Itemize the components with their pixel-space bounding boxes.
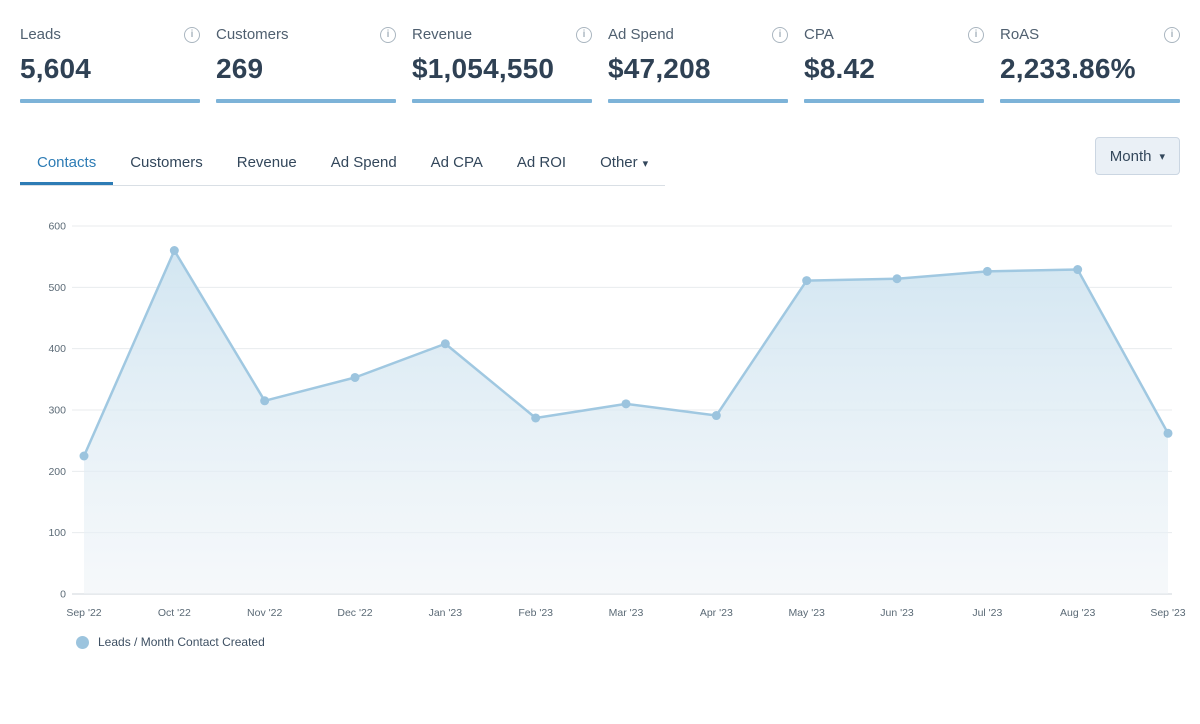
tab-customers[interactable]: Customers [113, 143, 220, 185]
dashboard: Leads i 5,604 Customers i 269 Revenue i … [0, 0, 1200, 650]
kpi-underline [412, 99, 592, 103]
kpi-value: $8.42 [804, 53, 876, 84]
svg-text:200: 200 [48, 466, 66, 478]
tab-ad-spend[interactable]: Ad Spend [314, 143, 414, 185]
kpi-card-leads: Leads i 5,604 [20, 26, 200, 103]
kpi-card-customers: Customers i 269 [216, 26, 396, 103]
kpi-value: $47,208 [608, 53, 711, 84]
kpi-underline [804, 99, 984, 103]
tab-label: Revenue [236, 154, 297, 171]
tab-ad-cpa[interactable]: Ad CPA [414, 143, 500, 185]
kpi-label: Customers [216, 26, 289, 43]
tab-label: Ad ROI [516, 154, 567, 171]
kpi-card-revenue: Revenue i $1,054,550 [412, 26, 592, 103]
info-icon[interactable]: i [380, 26, 396, 43]
kpi-card-cpa: CPA i $8.42 [804, 26, 984, 103]
tab-ad-roi[interactable]: Ad ROI [500, 143, 583, 185]
svg-text:Nov '22: Nov '22 [247, 607, 282, 619]
chart-controls: Contacts Customers Revenue Ad Spend Ad C… [20, 137, 1180, 186]
legend-item[interactable]: Leads / Month Contact Created [76, 635, 1186, 649]
kpi-value: 2,233.86% [1000, 53, 1136, 84]
info-icon[interactable]: i [1164, 26, 1180, 43]
svg-text:Jan '23: Jan '23 [429, 607, 463, 619]
kpi-underline [20, 99, 200, 103]
kpi-card-ad-spend: Ad Spend i $47,208 [608, 26, 788, 103]
svg-text:Sep '23: Sep '23 [1150, 607, 1185, 619]
tab-bar: Contacts Customers Revenue Ad Spend Ad C… [20, 143, 666, 186]
period-dropdown-label: Month [1109, 147, 1152, 165]
tab-other[interactable]: Other ▾ [583, 143, 665, 185]
svg-text:Oct '22: Oct '22 [158, 607, 191, 619]
kpi-value: 5,604 [20, 53, 92, 84]
svg-text:May '23: May '23 [788, 607, 825, 619]
kpi-value: $1,054,550 [412, 53, 555, 84]
svg-text:Mar '23: Mar '23 [609, 607, 644, 619]
svg-text:600: 600 [48, 221, 66, 233]
svg-text:Apr '23: Apr '23 [700, 607, 733, 619]
svg-text:Aug '23: Aug '23 [1060, 607, 1095, 619]
tab-label: Ad Spend [330, 154, 397, 171]
leads-area-chart: 0 100 200 300 400 500 600 Sep '22 Oct '22 Nov '22… [14, 212, 1186, 650]
tab-label: Customers [130, 154, 203, 171]
kpi-label: Ad Spend [608, 26, 674, 43]
kpi-underline [1000, 99, 1180, 103]
svg-text:Feb '23: Feb '23 [518, 607, 553, 619]
kpi-label: Revenue [412, 26, 473, 43]
svg-text:Dec '22: Dec '22 [337, 607, 372, 619]
kpi-card-roas: RoAS i 2,233.86% [1000, 26, 1180, 103]
kpi-row: Leads i 5,604 Customers i 269 Revenue i … [0, 0, 1200, 103]
info-icon[interactable]: i [772, 26, 788, 43]
info-icon[interactable]: i [576, 26, 592, 43]
kpi-underline [608, 99, 788, 103]
svg-text:Jun '23: Jun '23 [880, 607, 914, 619]
tab-revenue[interactable]: Revenue [220, 143, 314, 185]
tab-label: Contacts [37, 154, 97, 171]
svg-text:0: 0 [60, 589, 66, 601]
tab-contacts[interactable]: Contacts [20, 143, 114, 185]
caret-down-icon: ▾ [642, 158, 649, 170]
tab-label: Ad CPA [430, 154, 483, 171]
legend-label: Leads / Month Contact Created [98, 635, 265, 649]
info-icon[interactable]: i [968, 26, 984, 43]
period-dropdown[interactable]: Month ▾ [1094, 137, 1180, 175]
svg-text:400: 400 [48, 343, 66, 355]
kpi-value: 269 [216, 53, 264, 84]
info-icon[interactable]: i [184, 26, 200, 43]
kpi-label: Leads [20, 26, 61, 43]
svg-text:300: 300 [48, 405, 66, 417]
svg-text:Sep '22: Sep '22 [66, 607, 101, 619]
caret-down-icon: ▾ [1159, 150, 1165, 163]
svg-text:Jul '23: Jul '23 [972, 607, 1002, 619]
svg-text:500: 500 [48, 282, 66, 294]
chart-canvas[interactable]: 0 100 200 300 400 500 600 Sep '22 Oct '22 Nov '22… [14, 212, 1186, 624]
legend-dot-icon [76, 635, 89, 649]
kpi-underline [216, 99, 396, 103]
tab-label: Other [600, 154, 638, 171]
kpi-label: CPA [804, 26, 834, 43]
svg-text:100: 100 [48, 527, 66, 539]
kpi-label: RoAS [1000, 26, 1040, 43]
